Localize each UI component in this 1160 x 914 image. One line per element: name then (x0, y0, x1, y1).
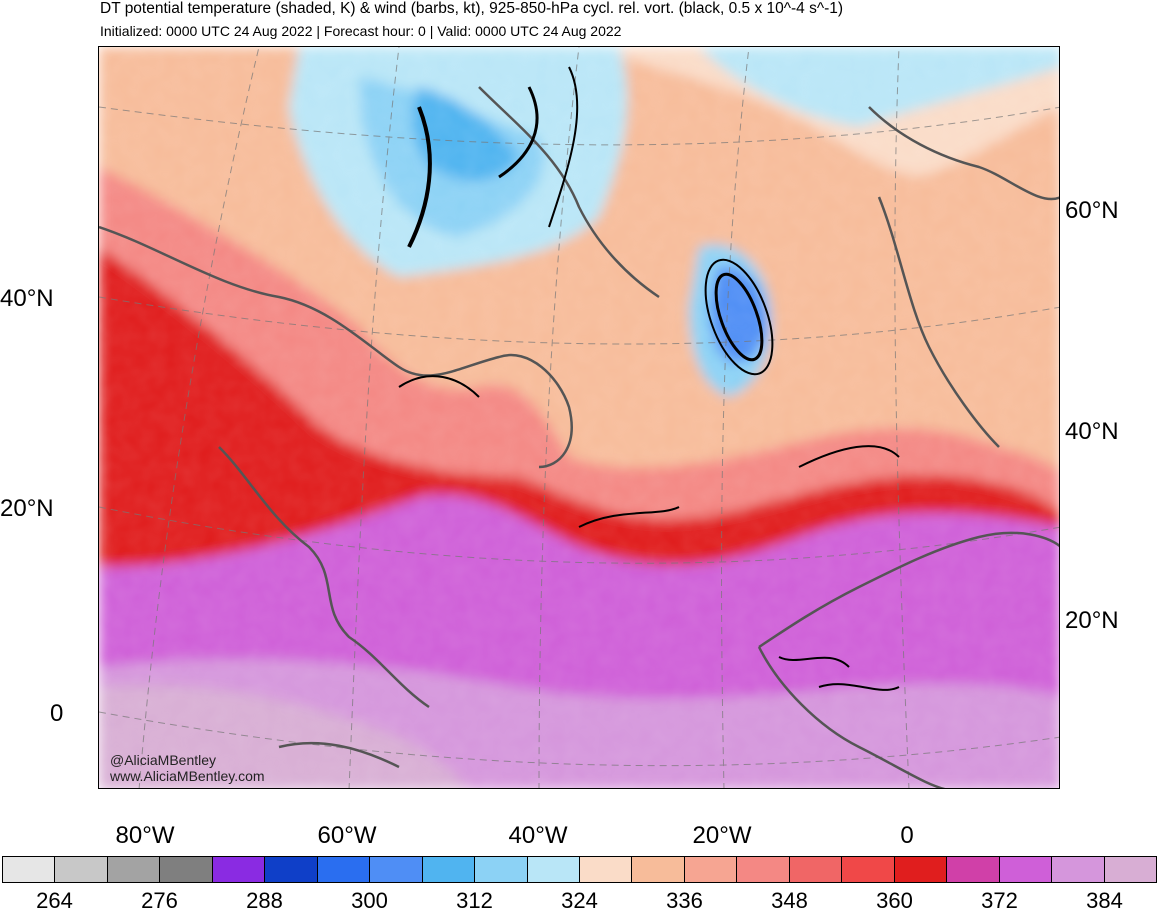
colorbar-swatch (55, 857, 108, 882)
lon-label-0: 0 (900, 822, 914, 849)
texture (99, 47, 1059, 788)
lat-label-60n-right: 60°N (1065, 197, 1119, 224)
colorbar-swatch (737, 857, 790, 882)
colorbar-swatch (107, 857, 161, 882)
colorbar-swatch (265, 857, 318, 882)
colorbar-swatch (527, 857, 580, 882)
colorbar-label: 312 (456, 888, 493, 913)
colorbar-swatch (1104, 857, 1156, 882)
colorbar-swatch (789, 857, 843, 882)
colorbar-swatch (317, 857, 371, 882)
chart-subtitle: Initialized: 0000 UTC 24 Aug 2022 | Fore… (100, 23, 622, 39)
colorbar-label: 348 (771, 888, 808, 913)
watermark-handle: @AliciaMBentley (110, 752, 217, 768)
vorticity-contours (398, 66, 900, 691)
colorbar-label: 384 (1086, 888, 1123, 913)
chart-title: DT potential temperature (shaded, K) & w… (100, 0, 844, 17)
lat-label-40n-right: 40°N (1065, 418, 1119, 445)
lon-label-40w: 40°W (508, 822, 568, 849)
colorbar-swatch (684, 857, 738, 882)
lat-label-20n-right: 20°N (1065, 607, 1119, 634)
graticule (99, 47, 1059, 788)
colorbar (2, 856, 1157, 883)
watermark-site: www.AliciaMBentley.com (110, 768, 265, 784)
coastlines (99, 86, 1059, 788)
colorbar-swatch (1052, 857, 1105, 882)
colorbar-label: 300 (351, 888, 388, 913)
colorbar-swatch (842, 857, 895, 882)
colorbar-swatch (422, 857, 476, 882)
colorbar-swatch (160, 857, 213, 882)
lon-label-60w: 60°W (317, 822, 377, 849)
colorbar-swatch (894, 857, 948, 882)
colorbar-swatch (370, 857, 423, 882)
map-field (99, 47, 1059, 788)
colorbar-label: 288 (246, 888, 283, 913)
lat-label-0-left: 0 (50, 700, 64, 727)
colorbar-label: 372 (981, 888, 1018, 913)
colorbar-swatch (579, 857, 633, 882)
lat-label-20n-left: 20°N (0, 495, 54, 522)
colorbar-swatch (3, 857, 56, 882)
lon-label-20w: 20°W (692, 822, 752, 849)
lat-label-40n-left: 40°N (0, 285, 54, 312)
colorbar-label: 264 (36, 888, 73, 913)
colorbar-swatch (999, 857, 1053, 882)
colorbar-swatch (632, 857, 685, 882)
colorbar-swatch (212, 857, 266, 882)
map-panel (98, 46, 1060, 789)
colorbar-label: 336 (666, 888, 703, 913)
colorbar-swatch (475, 857, 528, 882)
colorbar-label: 276 (141, 888, 178, 913)
colorbar-label: 324 (561, 888, 598, 913)
colorbar-label: 360 (876, 888, 913, 913)
lon-label-80w: 80°W (115, 822, 175, 849)
colorbar-swatch (947, 857, 1000, 882)
